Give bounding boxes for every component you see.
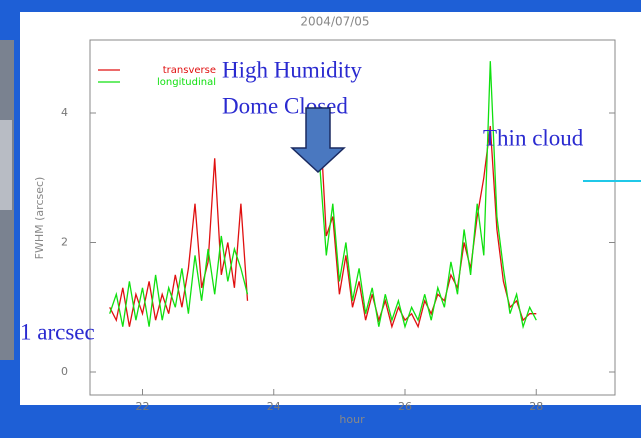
annotation: High Humidity <box>222 57 362 82</box>
legend-label: transverse <box>163 65 216 76</box>
legend-label: longitudinal <box>157 77 216 88</box>
y-tick-label: 0 <box>61 365 68 378</box>
y-axis-label: FWHM (arcsec) <box>33 177 46 260</box>
chart-title: 2004/07/05 <box>300 15 369 29</box>
down-arrow <box>290 107 346 174</box>
y-tick-label: 2 <box>61 236 68 249</box>
data-line <box>109 61 537 330</box>
x-tick-label: 24 <box>267 400 281 413</box>
chart-panel <box>20 12 641 405</box>
annotation: Thin cloud <box>483 125 584 150</box>
x-axis-label: hour <box>339 413 365 426</box>
x-tick-label: 22 <box>136 400 150 413</box>
annotation: 1 arcsec <box>20 319 95 344</box>
x-tick-label: 26 <box>398 400 412 413</box>
plot-frame <box>89 39 616 396</box>
photo-strip <box>0 120 12 210</box>
y-tick-label: 4 <box>61 106 68 119</box>
x-tick-label: 28 <box>529 400 543 413</box>
